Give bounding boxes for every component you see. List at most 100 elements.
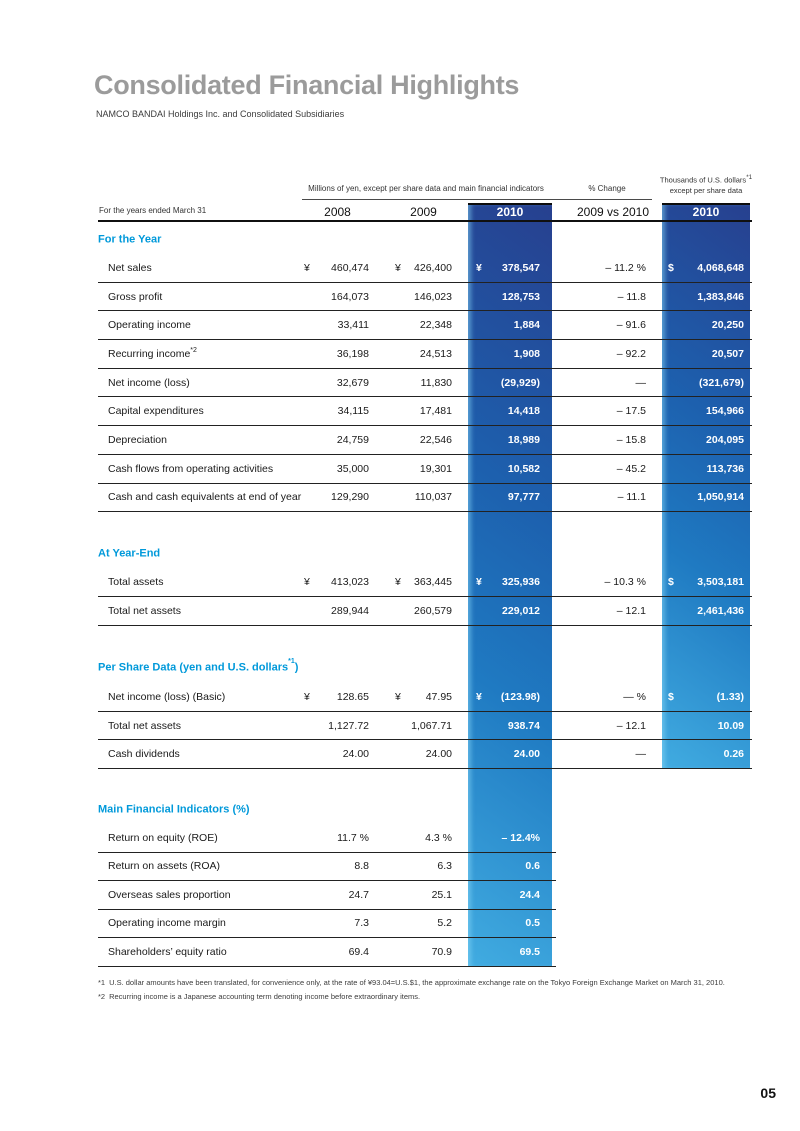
footnote-ref-1: *1 (746, 174, 753, 181)
value-2009: 11,830 (420, 376, 452, 389)
value-2008: 129,290 (331, 491, 369, 504)
value-2009: 24,513 (419, 347, 452, 360)
currency-symbol: ¥ (304, 261, 310, 274)
value-2009: 24.00 (425, 748, 452, 761)
value-2008: 8.8 (354, 860, 369, 873)
row-label: Operating income margin (108, 917, 226, 930)
value-2010-usd: 20,507 (711, 347, 744, 360)
value-percent-change: – 10.3 % (604, 576, 646, 588)
year-col-2010-yen: 2010 (496, 204, 524, 219)
value-percent-change: – 12.1 (616, 605, 646, 617)
value-2010-usd: 20,250 (711, 319, 744, 332)
value-2008: ¥413,023 (304, 576, 369, 588)
row-label: Total net assets (108, 719, 181, 732)
value-percent-change: — (635, 376, 647, 389)
table-row: Gross profit 164,073 146,023 128,753 – 1… (98, 283, 752, 312)
currency-symbol: ¥ (476, 690, 482, 703)
value-2009: 146,023 (414, 290, 452, 303)
value-percent-change: – 91.6 (616, 319, 646, 332)
value-2010-usd: 1,383,846 (697, 290, 744, 303)
footnote-ref: *2 (190, 347, 197, 355)
unit-note-usd-line2: except per share data (669, 186, 743, 195)
table-row: Total assets ¥413,023 ¥363,445 ¥325,936 … (98, 568, 752, 597)
value-2009: 6.3 (437, 860, 452, 873)
year-col-change: 2009 vs 2010 (576, 204, 650, 219)
value-2010-yen: 128,753 (502, 290, 540, 303)
year-col-2008: 2008 (324, 204, 351, 219)
table-row: Return on equity (ROE) 11.7 % 4.3 % – 12… (98, 824, 556, 853)
footnote-marker: *2 (98, 992, 106, 1001)
value-2008: 7.3 (354, 917, 369, 930)
value-2010-yen: 0.5 (525, 917, 540, 930)
value-2010-yen: 69.5 (519, 945, 540, 958)
value-2010-yen: ¥325,936 (476, 576, 540, 588)
table-row: Depreciation 24,759 22,546 18,989 – 15.8… (98, 426, 752, 455)
value-2008: 69.4 (348, 945, 369, 958)
value-2008: 24.7 (348, 888, 369, 901)
currency-symbol: $ (668, 261, 674, 274)
value-2010-yen: 14,418 (507, 405, 540, 418)
value-2008: 24.00 (342, 748, 369, 761)
value-2010-yen: (29,929) (500, 376, 540, 389)
page-title: Consolidated Financial Highlights (94, 70, 520, 100)
table-row: Net income (loss) (Basic) ¥128.65 ¥47.95… (98, 683, 752, 712)
value-2009: ¥363,445 (395, 576, 452, 588)
footnote-text: Recurring income is a Japanese accountin… (109, 992, 421, 1001)
value-2008: 35,000 (336, 462, 369, 475)
value-2008: 1,127.72 (328, 719, 369, 732)
row-label: Capital expenditures (108, 405, 204, 418)
value-2010-yen: – 12.4% (501, 831, 540, 844)
row-label: Cash dividends (108, 748, 180, 761)
currency-symbol: $ (668, 690, 674, 703)
currency-symbol: $ (668, 576, 674, 588)
table-row: Return on assets (ROA) 8.8 6.3 0.6 (98, 853, 556, 881)
currency-symbol: ¥ (304, 576, 310, 588)
value-2009: ¥426,400 (395, 261, 452, 274)
year-col-2010-usd: 2010 (692, 204, 720, 219)
page-number: 05 (760, 1085, 776, 1101)
value-2010-yen: 0.6 (525, 860, 540, 873)
section-heading-main-financial-indicators: Main Financial Indicators (%) (98, 803, 250, 816)
value-2008: 36,198 (336, 347, 369, 360)
unit-note-usd-line1: Thousands of U.S. dollars (659, 175, 747, 185)
value-2010-yen: 10,582 (507, 462, 540, 475)
currency-symbol: ¥ (395, 690, 401, 703)
value-2009: 260,579 (414, 605, 452, 617)
years-row-label: For the years ended March 31 (99, 206, 207, 215)
table-row: Net income (loss) 32,679 11,830 (29,929)… (98, 369, 752, 398)
value-2010-usd: (321,679) (699, 376, 744, 389)
percent-change-label: % Change (588, 184, 626, 193)
value-2010-yen: 97,777 (507, 491, 540, 504)
value-2010-usd: 2,461,436 (697, 605, 744, 617)
section-heading-for-the-year: For the Year (98, 233, 162, 246)
row-label: Shareholders’ equity ratio (108, 945, 227, 958)
currency-symbol: ¥ (476, 576, 482, 588)
row-label: Net sales (108, 261, 152, 274)
value-2010-yen: 18,989 (507, 433, 540, 446)
value-2010-usd: 10.09 (717, 719, 744, 732)
value-2008: 32,679 (336, 376, 369, 389)
value-2010-yen: 24.4 (519, 888, 540, 901)
row-label: Return on assets (ROA) (108, 860, 221, 873)
value-2010-usd: 204,095 (706, 433, 744, 446)
footnotes: *1 U.S. dollar amounts have been translat… (98, 976, 758, 1004)
value-2009: 25.1 (431, 888, 452, 901)
value-2008: 289,944 (331, 605, 369, 617)
value-2008: 24,759 (336, 433, 369, 446)
value-percent-change: – 15.8 (616, 433, 646, 446)
footnote-text: U.S. dollar amounts have been translated… (109, 978, 725, 987)
value-2008: 33,411 (337, 319, 369, 332)
value-2009: 70.9 (431, 945, 452, 958)
value-2010-yen: 1,908 (513, 347, 540, 360)
highlight-band-2010-usd (662, 203, 750, 768)
value-2008: 11.7 % (337, 831, 369, 844)
section-heading-at-year-end: At Year-End (98, 547, 161, 560)
table-row: Operating income 33,411 22,348 1,884 – 9… (98, 311, 752, 341)
page-subtitle: NAMCO BANDAI Holdings Inc. and Consolida… (96, 109, 345, 119)
table-row: Total net assets 289,944 260,579 229,012… (98, 597, 752, 626)
table-row: Recurring income *2 36,198 24,513 1,908 –… (98, 340, 752, 369)
row-label: Operating income (108, 319, 191, 332)
value-2010-yen: 1,884 (513, 319, 540, 332)
value-percent-change: – 11.8 (617, 290, 646, 303)
value-2010-yen: 938.74 (507, 719, 540, 732)
